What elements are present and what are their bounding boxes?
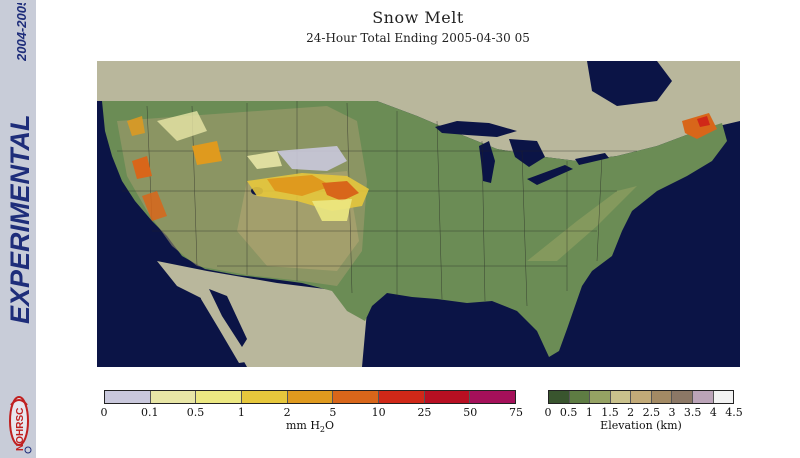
elevation-swatch [672, 391, 693, 403]
melt-unit-tail: O [325, 419, 335, 432]
sidebar-years-text: 2004-2005 [14, 3, 29, 61]
elevation-tick-label: 1.5 [601, 406, 619, 419]
elevation-tick-label: 3 [668, 406, 676, 419]
melt-tick-label: 2 [283, 406, 291, 419]
elevation-swatch [590, 391, 611, 403]
appalachian-terrain [527, 186, 637, 261]
melt-tick-label: 75 [509, 406, 523, 419]
sidebar-experimental: EXPERIMENTAL [5, 114, 34, 324]
snow-melt-legend: 0 0.1 0.5 1 2 5 10 25 50 75 mm H2O [100, 390, 523, 436]
elevation-tick-label: 0 [544, 406, 552, 419]
melt-tick-label: 5 [329, 406, 337, 419]
lake-erie [527, 165, 573, 185]
elevation-swatch [631, 391, 652, 403]
melt-swatch [242, 391, 288, 403]
elevation-color-bar [548, 390, 734, 404]
elevation-swatch [610, 391, 632, 403]
melt-swatch [424, 391, 471, 403]
northern-water [587, 61, 672, 106]
elevation-swatch [713, 391, 734, 403]
melt-swatch [379, 391, 425, 403]
melt-swatch [470, 391, 516, 403]
elevation-tick-label: 1 [585, 406, 593, 419]
melt-swatch [196, 391, 243, 403]
map-title: Snow Melt [372, 8, 464, 27]
lake-superior [435, 121, 517, 137]
elevation-tick-label: 3.5 [683, 406, 702, 419]
canada-land [97, 61, 740, 161]
lake-michigan [479, 141, 495, 183]
elevation-tick-label: 4.5 [725, 406, 743, 419]
melt-swatch [105, 391, 151, 403]
elevation-unit-label: Elevation (km) [600, 419, 682, 432]
melt-swatch [333, 391, 380, 403]
melt-tick-label: 50 [463, 406, 478, 419]
melt-unit-text: mm H [285, 419, 320, 432]
baja-land [197, 279, 252, 363]
elevation-tick-label: 2 [627, 406, 635, 419]
elevation-legend: 0 0.5 1 1.5 2 2.5 3 3.5 4 4.5 Elevation (km) [544, 390, 743, 436]
melt-unit-sub: 2 [319, 425, 326, 435]
melt-tick-label: 1 [237, 406, 245, 419]
elevation-tick-label: 4 [709, 406, 717, 419]
elevation-tick-label: 0.5 [559, 406, 578, 419]
elevation-swatch [692, 391, 714, 403]
elevation-swatch [549, 391, 570, 403]
gulf-of-california [209, 289, 247, 347]
melt-unit-label: mm H2O [286, 419, 334, 434]
sidebar-experimental-text: EXPERIMENTAL [5, 114, 34, 324]
melt-color-bar [104, 390, 516, 404]
snow-melt-map [97, 61, 740, 367]
melt-tick-label: 0.1 [141, 406, 159, 419]
melt-tick-label: 0.5 [186, 406, 205, 419]
map-subtitle: 24-Hour Total Ending 2005-04-30 05 [306, 31, 530, 45]
melt-tick-label: 25 [417, 406, 432, 419]
elevation-swatch [651, 391, 673, 403]
logo-text: NOHRSC [15, 408, 26, 451]
melt-swatch [150, 391, 197, 403]
snow-melt-overlay [127, 111, 717, 221]
elevation-tick-label: 2.5 [642, 406, 661, 419]
lake-huron [509, 139, 545, 167]
experimental-sidebar: 2004-2005 EXPERIMENTAL NOHRSC [0, 0, 36, 458]
nohrsc-logo: NOHRSC [9, 396, 32, 454]
elevation-swatch [569, 391, 591, 403]
melt-tick-label: 0 [100, 406, 108, 419]
lake-ontario [575, 153, 609, 165]
melt-tick-label: 10 [371, 406, 386, 419]
melt-swatch [287, 391, 334, 403]
sidebar-years: 2004-2005 [14, 3, 29, 61]
